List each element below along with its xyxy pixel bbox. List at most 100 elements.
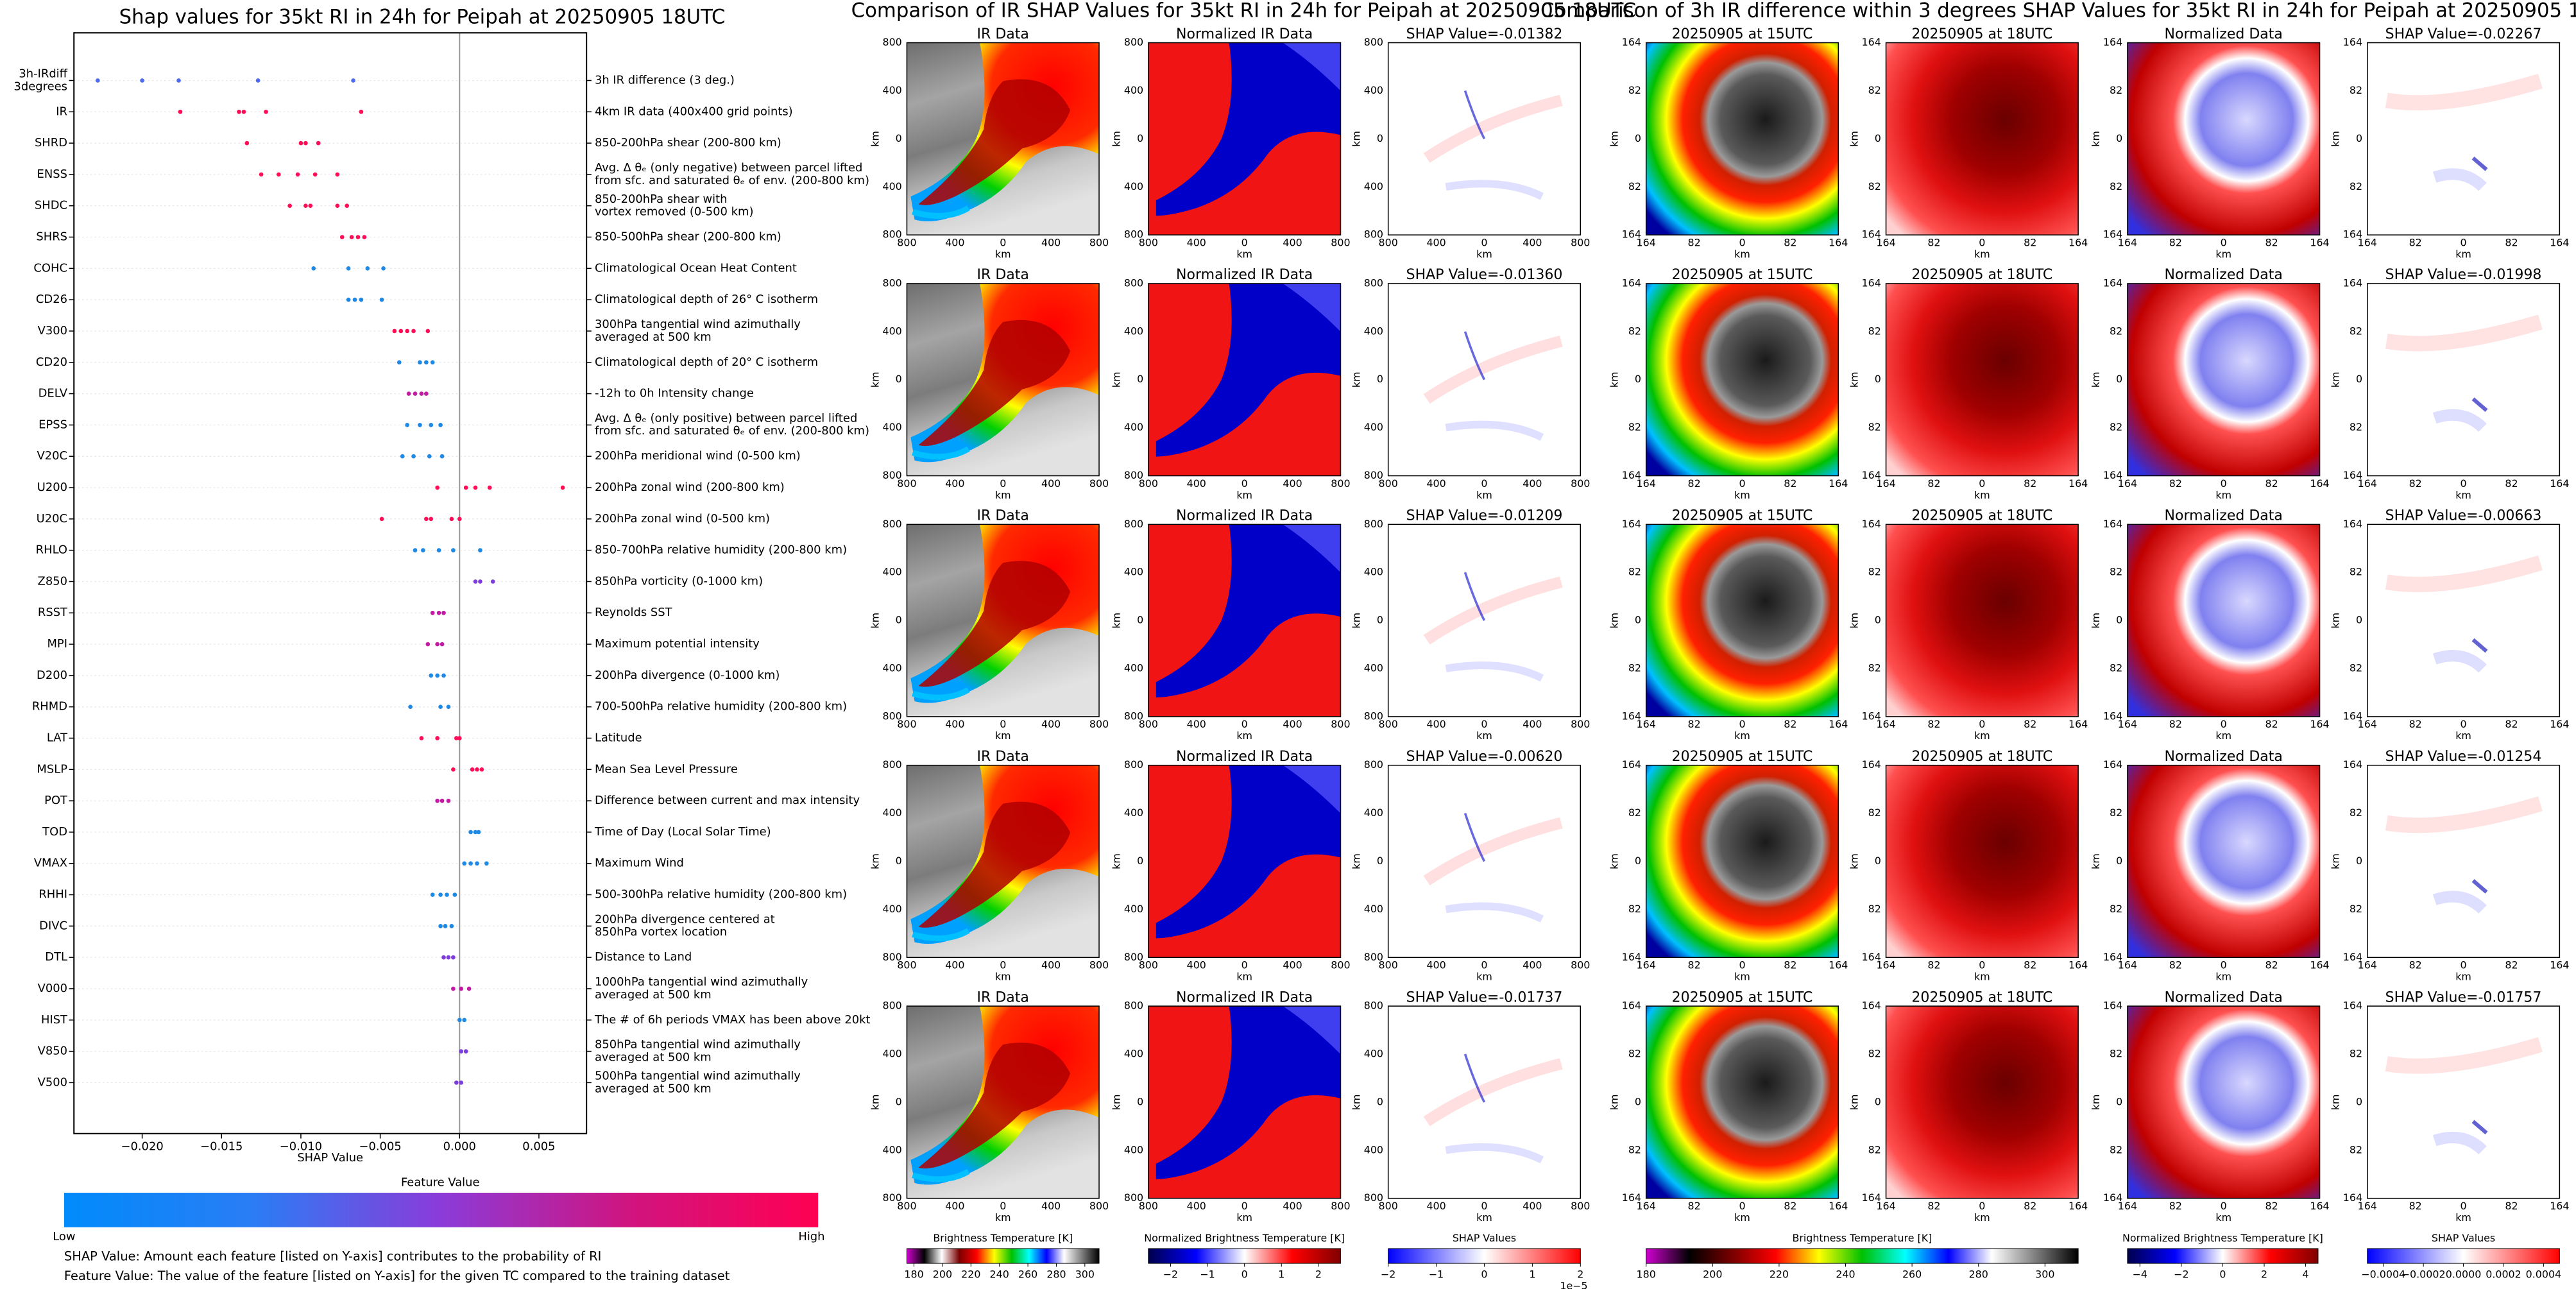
shap-point bbox=[421, 548, 425, 552]
y-axis-label: km bbox=[1111, 371, 1123, 388]
x-tick-label: 164 bbox=[1876, 236, 1895, 248]
image-panel bbox=[1646, 283, 1839, 476]
x-tick-label: 800 bbox=[1571, 236, 1590, 248]
x-tick-label: 800 bbox=[1139, 236, 1158, 248]
image-panel bbox=[907, 1006, 1099, 1199]
x-tick-label: 800 bbox=[1089, 236, 1109, 248]
y-tick-label: 164 bbox=[2343, 277, 2362, 289]
x-tick-label: 0 bbox=[1241, 236, 1248, 248]
image-panel bbox=[1886, 1006, 2079, 1199]
x-tick-label: 400 bbox=[1283, 718, 1302, 730]
x-axis-label: km bbox=[1974, 489, 1990, 501]
feature-description: Avg. Δ θₑ (only positive) between parcel… bbox=[595, 412, 869, 438]
y-tick-label: 164 bbox=[1862, 228, 1881, 241]
x-axis-label: km bbox=[1476, 489, 1492, 501]
y-tick-label: 0 bbox=[2116, 855, 2122, 867]
colorbar-tick-label: 2 bbox=[1577, 1268, 1583, 1280]
colorbar-tick-label: 2 bbox=[1315, 1268, 1322, 1280]
shap-point bbox=[405, 329, 409, 334]
y-tick-label: 800 bbox=[882, 518, 901, 530]
image-panel bbox=[1148, 42, 1341, 235]
x-tick-label: 164 bbox=[2358, 718, 2377, 730]
x-tick-label: 164 bbox=[2068, 477, 2088, 490]
image-panel bbox=[907, 765, 1099, 958]
y-tick-label: 82 bbox=[2110, 180, 2122, 192]
feature-description: 850-700hPa relative humidity (200-800 km… bbox=[595, 543, 847, 557]
feature-label: Z850 bbox=[38, 574, 67, 588]
feature-label: D200 bbox=[37, 669, 67, 682]
feature-colorbar bbox=[64, 1192, 819, 1227]
y-tick-label: 164 bbox=[1622, 1000, 1641, 1012]
y-axis-label: km bbox=[1351, 1095, 1363, 1111]
y-tick-label: 400 bbox=[1364, 1143, 1383, 1156]
panel-frame bbox=[2367, 1005, 2561, 1199]
x-tick-label: 800 bbox=[1139, 1200, 1158, 1212]
panel-frame bbox=[1387, 524, 1582, 717]
y-tick-label: 800 bbox=[882, 710, 901, 722]
panel-title: 20250905 at 15UTC bbox=[1672, 989, 1813, 1005]
panel-frame bbox=[1148, 42, 1342, 235]
feature-label: V850 bbox=[38, 1045, 67, 1058]
panel-title: SHAP Value=-0.00663 bbox=[2385, 508, 2542, 524]
x-tick-label: 400 bbox=[1187, 718, 1206, 730]
y-tick-label: 400 bbox=[882, 1047, 901, 1059]
shap-point bbox=[418, 360, 422, 365]
image-panel bbox=[2127, 524, 2320, 717]
shap-point bbox=[140, 78, 144, 83]
x-tick-label: 400 bbox=[1283, 236, 1302, 248]
x-axis-label: km bbox=[1476, 1211, 1492, 1224]
x-tick-label: 82 bbox=[2409, 1200, 2422, 1212]
shap-point bbox=[468, 830, 473, 835]
y-axis-label: km bbox=[1608, 1095, 1621, 1111]
x-tick-label: 400 bbox=[1187, 959, 1206, 971]
y-tick-label: 82 bbox=[2350, 325, 2362, 337]
x-tick-label: 0 bbox=[1000, 718, 1006, 730]
feature-description: 200hPa zonal wind (0-500 km) bbox=[595, 512, 770, 525]
shap-point bbox=[449, 924, 454, 928]
shap-point bbox=[237, 109, 241, 114]
note: Feature Value: The value of the feature … bbox=[64, 1268, 730, 1283]
x-tick-label: 0 bbox=[1481, 236, 1487, 248]
colorbar-label: Brightness Temperature [K] bbox=[933, 1232, 1073, 1244]
x-axis-label: SHAP Value bbox=[297, 1151, 363, 1165]
shap-point bbox=[400, 454, 405, 459]
panel-title: Normalized Data bbox=[2165, 749, 2283, 765]
y-tick-label: 82 bbox=[2350, 1143, 2362, 1156]
x-axis-label: km bbox=[2215, 1211, 2231, 1224]
feature-label: RHLO bbox=[36, 543, 67, 557]
colorbar-tick-label: −1 bbox=[1429, 1268, 1444, 1280]
shap-point bbox=[287, 203, 292, 209]
shap-point bbox=[436, 548, 441, 552]
feature-description: Maximum Wind bbox=[595, 857, 684, 870]
x-tick-label: −0.015 bbox=[200, 1140, 243, 1153]
y-tick-label: 400 bbox=[882, 807, 901, 819]
shap-point bbox=[413, 391, 418, 396]
y-tick-label: 82 bbox=[2110, 421, 2122, 433]
feature-description: 500hPa tangential wind azimuthally averag… bbox=[595, 1070, 801, 1096]
shap-point bbox=[411, 454, 416, 459]
shap-point bbox=[446, 955, 451, 960]
shap-point bbox=[398, 329, 404, 334]
x-tick-label: 82 bbox=[1927, 477, 1940, 490]
x-tick-label: 0 bbox=[1241, 959, 1248, 971]
y-axis-label: km bbox=[2330, 131, 2342, 147]
y-tick-label: 800 bbox=[882, 228, 901, 241]
y-axis-label: km bbox=[2330, 1095, 2342, 1111]
y-tick-label: 400 bbox=[1124, 325, 1143, 337]
y-tick-label: 164 bbox=[2103, 518, 2122, 530]
note: SHAP Value: Amount each feature [listed … bbox=[64, 1249, 601, 1263]
x-tick-label: 164 bbox=[1829, 477, 1848, 490]
shap-point bbox=[276, 172, 281, 177]
x-tick-label: 164 bbox=[2068, 236, 2088, 248]
feature-description: Climatological Ocean Heat Content bbox=[595, 261, 797, 275]
y-tick-label: 82 bbox=[2350, 807, 2362, 819]
y-tick-label: 400 bbox=[1364, 1047, 1383, 1059]
y-tick-label: 164 bbox=[1862, 277, 1881, 289]
y-tick-label: 164 bbox=[1862, 36, 1881, 48]
y-tick-label: 82 bbox=[1628, 421, 1641, 433]
panel-frame bbox=[1387, 764, 1582, 959]
shap-point bbox=[295, 172, 300, 177]
panel-frame bbox=[1885, 283, 2079, 477]
shap-point bbox=[419, 736, 424, 740]
